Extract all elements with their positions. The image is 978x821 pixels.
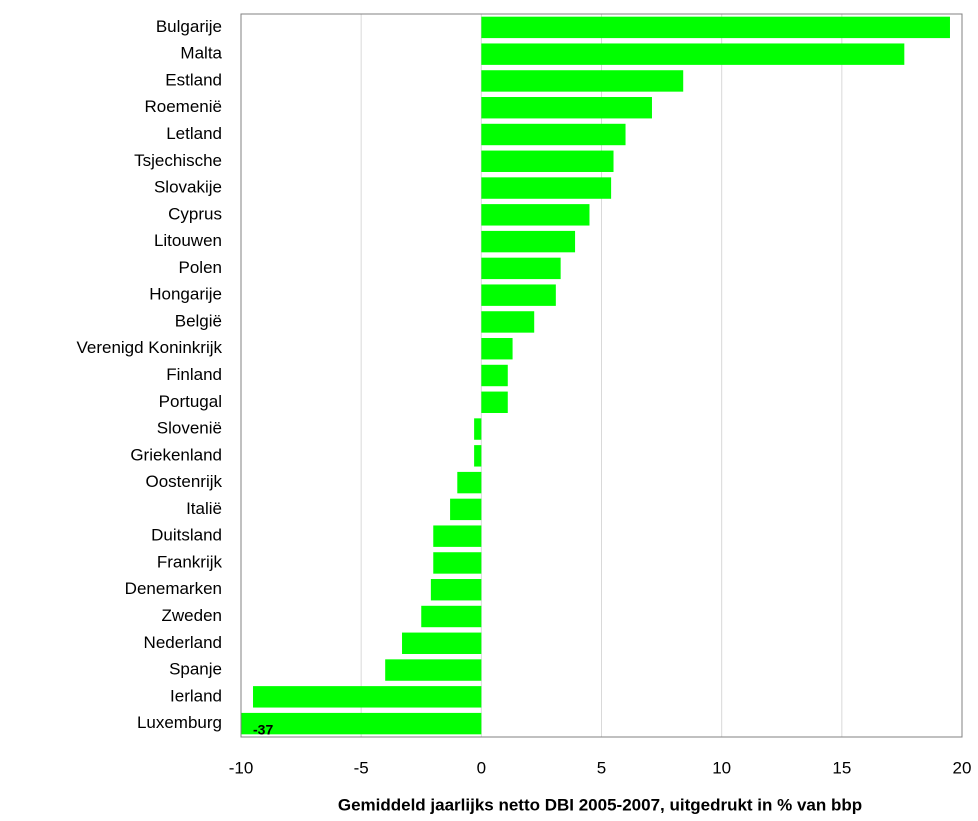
bar [457,471,482,494]
y-tick-label: Zweden [162,606,222,625]
y-tick-label: Letland [166,124,222,143]
bar [481,97,652,119]
x-tick-label: 15 [832,758,851,777]
bar [481,364,508,387]
y-tick-label: Frankrijk [157,552,223,571]
y-tick-label: Litouwen [154,231,222,250]
y-tick-label: Italië [186,499,222,518]
y-tick-label: België [175,311,222,330]
bar [474,418,482,440]
bar [481,43,905,65]
x-tick-label: 10 [712,758,731,777]
bar [474,445,482,467]
bar [430,579,482,601]
plot-frame [240,13,963,738]
bar [241,712,482,735]
bar [481,204,590,226]
y-tick-label: Hongarije [149,285,222,304]
bar [481,150,614,172]
bar [481,311,535,333]
bar [433,552,482,574]
x-tick-label: 5 [597,758,606,777]
y-tick-label: Luxemburg [137,713,222,732]
bar [253,686,482,708]
bar [481,177,612,199]
y-tick-label: Estland [165,70,222,89]
x-tick-label: 20 [953,758,972,777]
y-tick-label: Finland [166,365,222,384]
bar [385,659,482,681]
y-tick-label: Bulgarije [156,17,222,36]
y-tick-label: Malta [180,44,222,63]
y-tick-label: Denemarken [125,579,222,598]
bar [433,525,482,547]
bar [481,338,513,360]
y-tick-label: Portugal [159,392,222,411]
bar [402,632,482,654]
y-tick-label: Oostenrijk [145,472,222,491]
bar [450,498,482,521]
y-tick-label: Slovakije [154,178,222,197]
y-tick-label: Griekenland [130,445,222,464]
bar [421,605,482,628]
x-tick-label: -5 [354,758,369,777]
x-tick-label: 0 [477,758,486,777]
bar [481,70,684,92]
y-tick-label: Slovenië [157,419,222,438]
y-tick-label: Roemenië [145,97,223,116]
data-label: -37 [253,721,273,737]
x-tick-label: -10 [229,758,254,777]
bar [481,230,576,253]
bar [481,123,626,146]
bar [481,391,508,413]
bar [481,16,950,39]
y-tick-label: Duitsland [151,526,222,545]
y-tick-label: Nederland [144,633,222,652]
bar [481,257,561,280]
bar [481,284,556,306]
x-axis-title: Gemiddeld jaarlijks netto DBI 2005-2007,… [338,795,862,814]
y-tick-label: Cyprus [168,204,222,223]
y-tick-label: Ierland [170,686,222,705]
y-tick-label: Tsjechische [134,151,222,170]
y-tick-label: Spanje [169,660,222,679]
y-tick-label: Verenigd Koninkrijk [76,338,222,357]
y-tick-label: Polen [179,258,222,277]
